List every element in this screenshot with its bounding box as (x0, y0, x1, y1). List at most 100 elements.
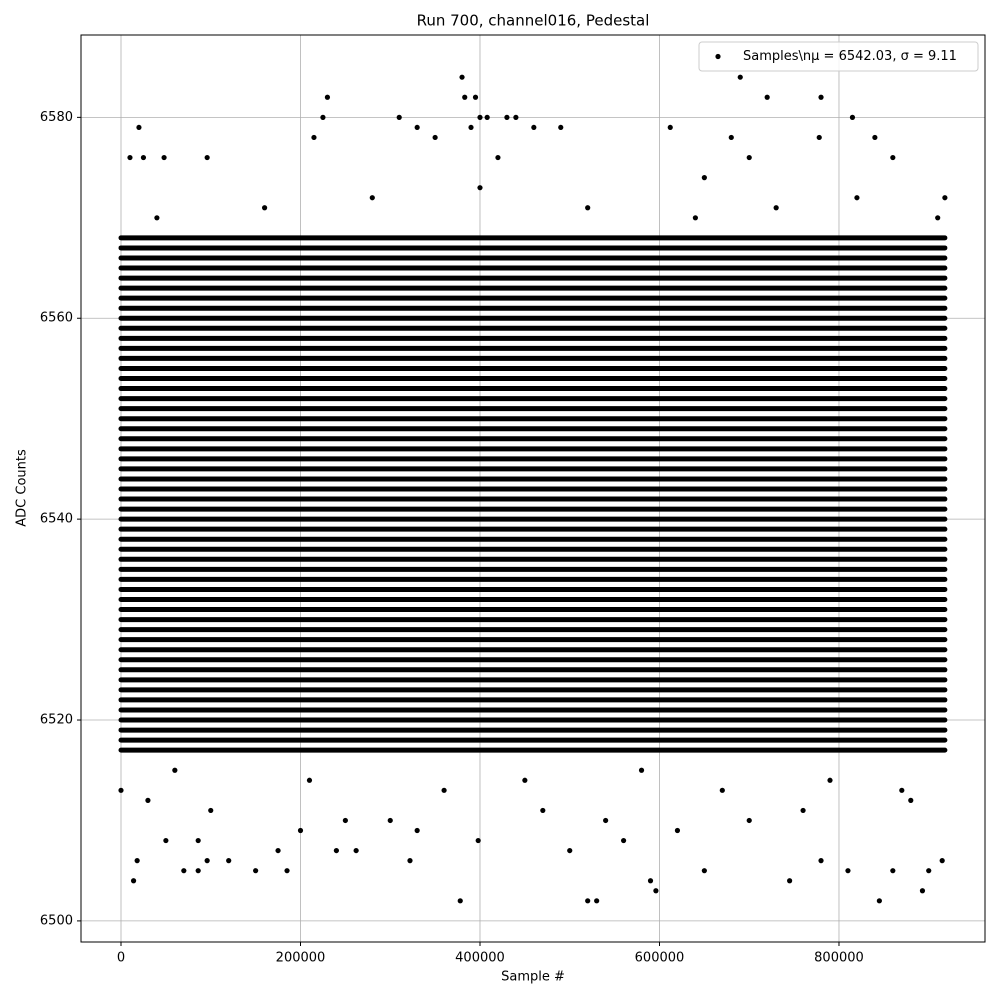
sample-point (369, 195, 375, 201)
y-tick-label: 6580 (40, 110, 73, 125)
sample-point (226, 858, 232, 864)
sample-point (208, 807, 214, 814)
sample-point (872, 134, 878, 141)
sample-point (558, 124, 564, 131)
legend-label: Samples\nμ = 6542.03, σ = 9.11 (743, 49, 957, 64)
sample-point (407, 858, 413, 864)
sample-point (746, 154, 752, 161)
sample-point (130, 878, 137, 884)
sample-point (764, 94, 770, 100)
sample-point (818, 94, 824, 100)
sample-point (531, 124, 537, 131)
sample-point (926, 868, 932, 874)
sample-point (585, 898, 591, 904)
sample-point (620, 837, 627, 844)
sample-point (457, 898, 463, 904)
sample-point (800, 807, 806, 814)
sample-point (432, 134, 438, 141)
sample-point (890, 868, 896, 874)
sample-point (414, 827, 420, 834)
sample-point (876, 898, 882, 904)
sample-point (462, 94, 468, 100)
sample-point (172, 767, 178, 773)
sample-point (908, 797, 914, 803)
sample-point (195, 868, 201, 874)
sample-point (701, 868, 707, 874)
sample-point (495, 154, 501, 161)
sample-point (387, 817, 393, 824)
sample-point (692, 215, 698, 221)
sample-point (647, 878, 654, 884)
sample-point (787, 878, 793, 884)
sample-point (854, 195, 860, 201)
sample-point (195, 837, 201, 844)
sample-point (477, 114, 483, 120)
chart-title: Run 700, channel016, Pedestal (417, 12, 650, 30)
sample-point (324, 94, 331, 100)
sample-point (261, 205, 268, 211)
sample-point (468, 124, 474, 131)
sample-point (919, 888, 926, 894)
sample-point (477, 185, 483, 191)
sample-point (145, 797, 151, 803)
sample-point (653, 888, 659, 894)
sample-point (845, 868, 851, 874)
sample-point (127, 154, 133, 161)
sample-point (674, 827, 681, 834)
x-tick-label: 0 (117, 951, 125, 966)
sample-point (284, 868, 290, 874)
plot-frame (80, 34, 986, 943)
sample-point (701, 175, 707, 181)
sample-point (827, 777, 833, 783)
sample-point (594, 898, 600, 904)
sample-point (942, 195, 948, 201)
legend-marker (715, 53, 721, 60)
sample-point (204, 858, 210, 864)
sample-point (567, 847, 573, 854)
sample-point (181, 868, 187, 874)
sample-point (163, 837, 169, 844)
sample-point (585, 205, 591, 211)
sample-point (472, 94, 479, 100)
sample-point (603, 817, 609, 824)
sample-point (849, 114, 856, 120)
y-tick-label: 6500 (40, 913, 73, 928)
sample-point (333, 847, 339, 854)
x-tick-label: 200000 (276, 951, 326, 966)
sample-point (414, 124, 420, 131)
sample-point (275, 847, 281, 854)
sample-point (522, 777, 528, 783)
sample-point (297, 827, 304, 834)
y-axis-label: ADC Counts (15, 449, 30, 527)
sample-point (540, 807, 546, 814)
sample-point (737, 74, 743, 80)
x-tick-label: 400000 (455, 951, 505, 966)
x-axis-label: Sample # (501, 970, 565, 985)
sample-point (204, 154, 210, 161)
sample-point (441, 787, 447, 793)
sample-point (253, 868, 259, 874)
sample-point (746, 817, 752, 824)
sample-point (818, 858, 824, 864)
sample-point (475, 837, 481, 844)
sample-point (154, 215, 160, 221)
sample-point (161, 154, 167, 161)
sample-point (311, 134, 317, 141)
sample-point (638, 767, 645, 773)
sample-point (140, 154, 147, 161)
sample-point (890, 154, 896, 161)
sample-point (484, 114, 490, 120)
sample-point (939, 858, 945, 864)
y-tick-label: 6560 (40, 311, 73, 326)
y-tick-label: 6540 (40, 512, 73, 527)
sample-point (504, 114, 510, 120)
sample-point (320, 114, 326, 120)
x-tick-label: 800000 (814, 951, 864, 966)
sample-point (306, 777, 313, 783)
sample-point (728, 134, 734, 141)
x-tick-label: 600000 (635, 951, 685, 966)
sample-point (773, 205, 779, 211)
y-tick-label: 6520 (40, 713, 73, 728)
sample-point (136, 124, 142, 131)
